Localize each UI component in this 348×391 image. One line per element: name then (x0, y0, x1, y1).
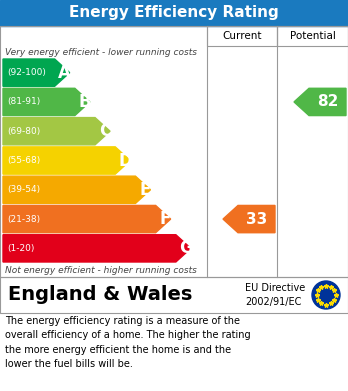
Polygon shape (3, 205, 171, 233)
Text: (92-100): (92-100) (7, 68, 46, 77)
Bar (0, 0, 348, 26)
Text: C: C (99, 122, 111, 140)
Text: 33: 33 (246, 212, 267, 226)
Circle shape (312, 281, 340, 309)
Polygon shape (3, 235, 191, 262)
Text: Very energy efficient - lower running costs: Very energy efficient - lower running co… (5, 48, 197, 57)
Text: B: B (78, 93, 91, 111)
Polygon shape (3, 88, 90, 116)
Text: Current: Current (222, 31, 262, 41)
Text: E: E (140, 181, 151, 199)
Text: F: F (160, 210, 171, 228)
Text: (69-80): (69-80) (7, 127, 40, 136)
Text: Energy Efficiency Rating: Energy Efficiency Rating (69, 5, 279, 20)
Bar (0, 277, 348, 313)
Polygon shape (223, 205, 275, 233)
Text: (21-38): (21-38) (7, 215, 40, 224)
Polygon shape (3, 176, 150, 203)
Text: (39-54): (39-54) (7, 185, 40, 194)
Bar (207, 26, 277, 46)
Text: (81-91): (81-91) (7, 97, 40, 106)
Text: (1-20): (1-20) (7, 244, 34, 253)
Polygon shape (3, 118, 110, 145)
Text: G: G (179, 239, 192, 257)
Bar (277, 26, 348, 46)
Text: A: A (58, 64, 71, 82)
Text: (55-68): (55-68) (7, 156, 40, 165)
Bar (0, 277, 348, 313)
Text: Not energy efficient - higher running costs: Not energy efficient - higher running co… (5, 266, 197, 275)
Text: England & Wales: England & Wales (8, 285, 192, 305)
Text: D: D (118, 151, 132, 170)
Polygon shape (294, 88, 346, 116)
Text: The energy efficiency rating is a measure of the
overall efficiency of a home. T: The energy efficiency rating is a measur… (5, 316, 251, 369)
Text: 82: 82 (317, 95, 338, 109)
Text: Potential: Potential (290, 31, 335, 41)
Polygon shape (3, 147, 130, 174)
Polygon shape (3, 59, 70, 86)
Text: EU Directive
2002/91/EC: EU Directive 2002/91/EC (245, 283, 305, 307)
Bar (0, 26, 348, 277)
